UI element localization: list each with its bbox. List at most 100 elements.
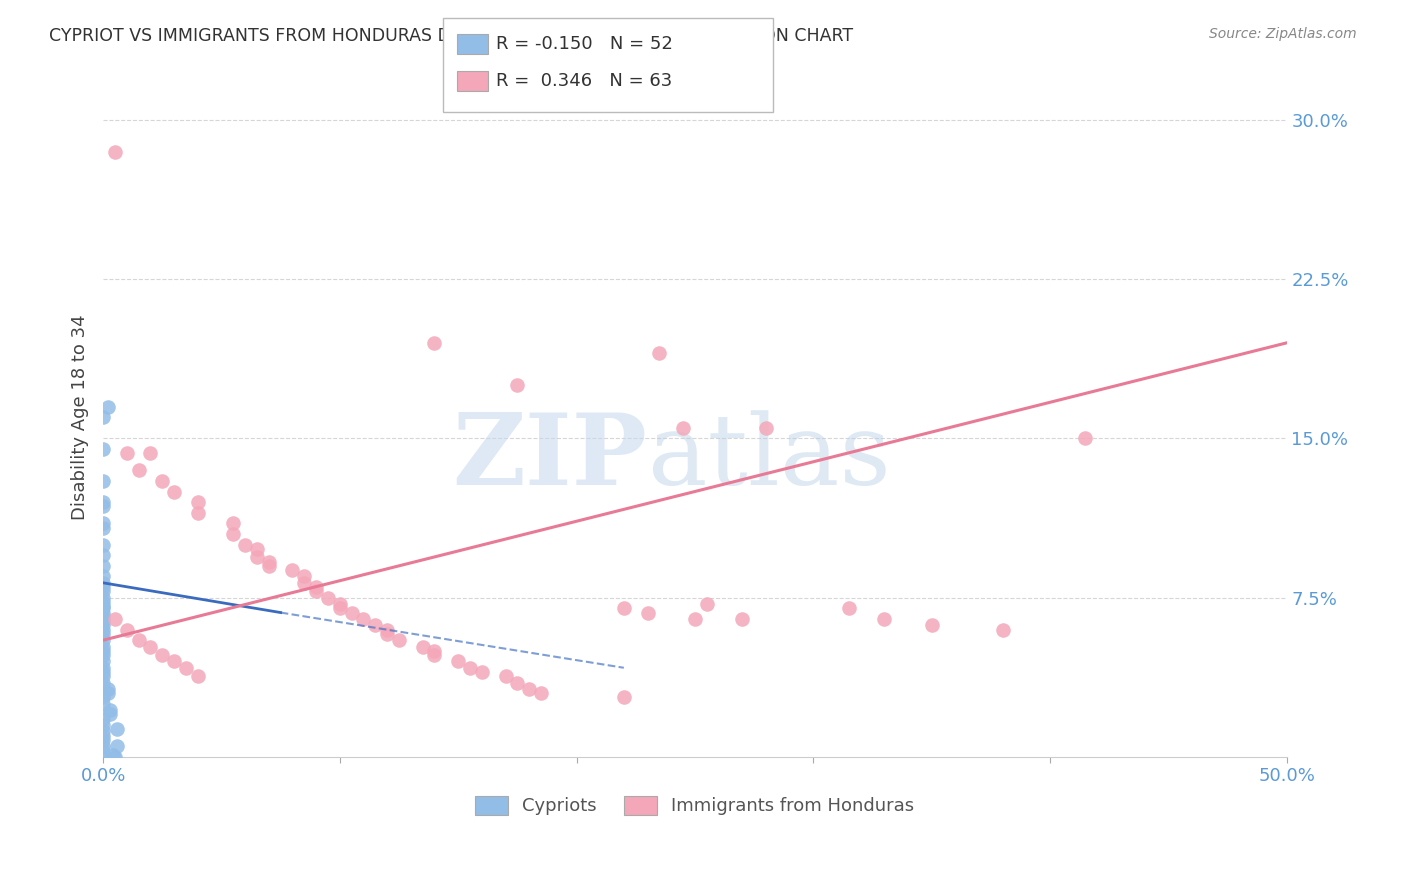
Point bbox=[91, 648, 114, 662]
Point bbox=[91, 690, 114, 705]
Point bbox=[91, 599, 114, 614]
Point bbox=[91, 618, 114, 632]
Point bbox=[1074, 432, 1097, 446]
Point bbox=[101, 747, 124, 762]
Point bbox=[91, 606, 114, 620]
Point bbox=[292, 569, 315, 583]
Point bbox=[423, 335, 446, 350]
Point bbox=[233, 538, 256, 552]
Point bbox=[91, 500, 114, 514]
Point bbox=[447, 654, 470, 668]
Point bbox=[91, 724, 114, 739]
Point bbox=[91, 729, 114, 743]
Point bbox=[105, 723, 128, 737]
Point bbox=[91, 750, 114, 764]
Point bbox=[281, 563, 304, 577]
Text: ZIP: ZIP bbox=[453, 409, 648, 507]
Point bbox=[506, 378, 529, 392]
Point bbox=[873, 612, 896, 626]
Point bbox=[495, 669, 517, 683]
Point bbox=[91, 627, 114, 641]
Point bbox=[91, 591, 114, 605]
Point bbox=[91, 697, 114, 711]
Point bbox=[91, 644, 114, 658]
Point bbox=[104, 145, 127, 159]
Text: atlas: atlas bbox=[648, 410, 890, 506]
Point bbox=[423, 648, 446, 662]
Point bbox=[91, 743, 114, 757]
Point bbox=[458, 661, 481, 675]
Point bbox=[412, 640, 434, 654]
Point bbox=[115, 446, 138, 460]
Point bbox=[104, 750, 127, 764]
Point bbox=[637, 606, 659, 620]
Point bbox=[91, 575, 114, 590]
Point bbox=[91, 669, 114, 683]
Point bbox=[648, 346, 671, 360]
Point bbox=[471, 665, 494, 679]
Point bbox=[222, 527, 245, 541]
Point bbox=[187, 506, 209, 520]
Point bbox=[364, 618, 387, 632]
Point bbox=[91, 623, 114, 637]
Point bbox=[91, 558, 114, 573]
Point bbox=[91, 495, 114, 509]
Point bbox=[91, 538, 114, 552]
Point bbox=[316, 591, 339, 605]
Point bbox=[613, 601, 636, 615]
Legend: Cypriots, Immigrants from Honduras: Cypriots, Immigrants from Honduras bbox=[468, 789, 921, 822]
Point bbox=[91, 584, 114, 599]
Point bbox=[329, 597, 352, 611]
Point bbox=[97, 400, 120, 414]
Point bbox=[91, 665, 114, 679]
Point bbox=[98, 703, 121, 717]
Point bbox=[105, 739, 128, 754]
Y-axis label: Disability Age 18 to 34: Disability Age 18 to 34 bbox=[72, 314, 89, 520]
Point bbox=[305, 580, 328, 594]
Point bbox=[91, 675, 114, 690]
Point bbox=[91, 640, 114, 654]
Point bbox=[91, 410, 114, 425]
Point bbox=[517, 681, 540, 696]
Point bbox=[91, 661, 114, 675]
Point bbox=[91, 718, 114, 732]
Point bbox=[838, 601, 860, 615]
Point bbox=[139, 446, 162, 460]
Point bbox=[353, 612, 375, 626]
Point bbox=[222, 516, 245, 531]
Point bbox=[696, 597, 718, 611]
Point bbox=[104, 612, 127, 626]
Point bbox=[375, 627, 398, 641]
Point bbox=[329, 601, 352, 615]
Point bbox=[91, 474, 114, 488]
Point bbox=[375, 623, 398, 637]
Point bbox=[163, 484, 186, 499]
Text: R =  0.346   N = 63: R = 0.346 N = 63 bbox=[496, 72, 672, 90]
Point bbox=[91, 739, 114, 754]
Point bbox=[91, 569, 114, 583]
Point bbox=[91, 516, 114, 531]
Point bbox=[139, 640, 162, 654]
Point bbox=[97, 681, 120, 696]
Point bbox=[340, 606, 363, 620]
Point bbox=[257, 558, 280, 573]
Point bbox=[91, 521, 114, 535]
Point bbox=[91, 609, 114, 624]
Point bbox=[91, 633, 114, 648]
Point bbox=[128, 633, 150, 648]
Point bbox=[128, 463, 150, 477]
Point bbox=[91, 601, 114, 615]
Text: Source: ZipAtlas.com: Source: ZipAtlas.com bbox=[1209, 27, 1357, 41]
Point bbox=[150, 648, 173, 662]
Point bbox=[91, 614, 114, 628]
Point bbox=[530, 686, 553, 700]
Point bbox=[174, 661, 197, 675]
Point bbox=[163, 654, 186, 668]
Point bbox=[991, 623, 1014, 637]
Point bbox=[921, 618, 943, 632]
Point bbox=[91, 548, 114, 562]
Point bbox=[246, 550, 269, 565]
Point bbox=[506, 675, 529, 690]
Point bbox=[91, 712, 114, 726]
Point bbox=[115, 623, 138, 637]
